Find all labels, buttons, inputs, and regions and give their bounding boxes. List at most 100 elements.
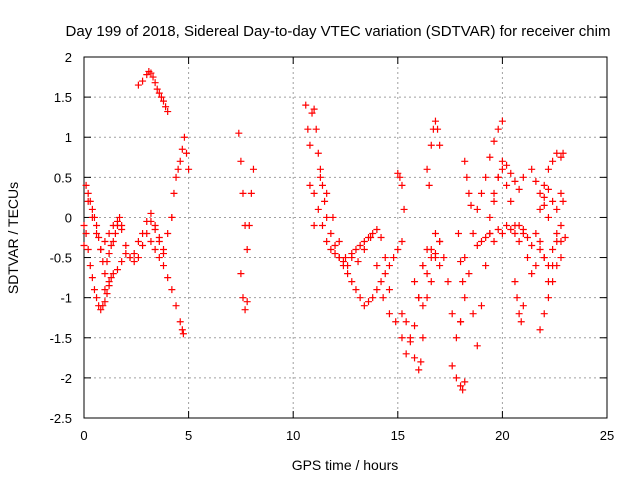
data-point: [249, 165, 257, 173]
data-point: [503, 161, 511, 169]
data-point: [511, 278, 519, 286]
data-point: [122, 242, 130, 250]
chart-title: Day 199 of 2018, Sidereal Day-to-day VTE…: [66, 23, 611, 40]
data-point: [528, 270, 536, 278]
data-point: [454, 229, 462, 237]
data-point: [312, 125, 320, 133]
data-point: [168, 213, 176, 221]
data-point: [155, 254, 163, 262]
series-arc-24: [486, 157, 527, 221]
data-point: [557, 221, 565, 229]
y-tick-labels: 2 1.5 1 0.5 0 -0.5 -1 -1.5 -2 -2.5: [50, 50, 72, 426]
y-tick-label: -1.5: [50, 331, 72, 346]
data-point: [394, 246, 402, 254]
data-point: [536, 246, 544, 254]
data-point: [503, 181, 511, 189]
data-point: [93, 229, 101, 237]
data-point: [157, 93, 165, 101]
data-point: [423, 270, 431, 278]
data-point: [111, 229, 119, 237]
data-point: [557, 153, 565, 161]
data-point: [151, 246, 159, 254]
data-point: [431, 229, 439, 237]
data-point: [494, 173, 502, 181]
data-point: [159, 97, 167, 105]
data-point: [381, 254, 389, 262]
series-arc-19: [454, 229, 469, 286]
data-point: [417, 358, 425, 366]
data-point: [105, 278, 113, 286]
data-point: [134, 238, 142, 246]
series-arc-12: [310, 173, 444, 358]
data-point: [170, 189, 178, 197]
data-point: [507, 225, 515, 233]
data-point: [385, 262, 393, 270]
series-arc-25: [511, 278, 527, 326]
data-point: [415, 294, 423, 302]
data-point: [164, 274, 172, 282]
data-point: [498, 157, 506, 165]
data-point: [467, 201, 475, 209]
data-point: [515, 238, 523, 246]
data-point: [463, 173, 471, 181]
data-point: [327, 246, 335, 254]
data-point: [511, 229, 519, 237]
data-point: [172, 302, 180, 310]
data-point: [515, 310, 523, 318]
data-point: [459, 278, 467, 286]
data-point: [419, 302, 427, 310]
data-point: [183, 149, 191, 157]
data-point: [321, 197, 329, 205]
series-arc-4: [101, 217, 167, 294]
data-point: [354, 258, 362, 266]
data-point: [557, 254, 565, 262]
data-point: [168, 286, 176, 294]
data-point: [559, 197, 567, 205]
data-point: [452, 334, 460, 342]
data-point: [147, 69, 155, 77]
data-point: [448, 362, 456, 370]
data-point: [314, 149, 322, 157]
data-point: [105, 250, 113, 258]
data-point: [185, 165, 193, 173]
series-arc-11: [306, 181, 393, 294]
data-point: [377, 278, 385, 286]
data-point: [515, 185, 523, 193]
data-point: [331, 250, 339, 258]
data-point: [394, 169, 402, 177]
data-point: [126, 254, 134, 262]
data-point: [549, 278, 557, 286]
data-point: [465, 189, 473, 197]
x-tick-labels: 0 5 10 15 20 25: [80, 428, 614, 443]
y-tick-label: 1: [65, 130, 72, 145]
data-point: [461, 294, 469, 302]
data-point: [107, 274, 115, 282]
data-point: [139, 77, 147, 85]
data-point: [164, 229, 172, 237]
data-point: [427, 141, 435, 149]
data-point: [490, 137, 498, 145]
data-point: [544, 294, 552, 302]
data-point: [93, 294, 101, 302]
data-point: [103, 258, 111, 266]
data-point: [360, 246, 368, 254]
series-arc-23: [473, 117, 506, 213]
data-point: [310, 189, 318, 197]
data-point: [373, 286, 381, 294]
data-point: [540, 181, 548, 189]
data-point: [406, 334, 414, 342]
data-point: [540, 193, 548, 201]
data-point: [536, 326, 544, 334]
data-point: [82, 181, 90, 189]
data-point: [323, 189, 331, 197]
series-arc-17: [419, 229, 465, 342]
data-point: [398, 310, 406, 318]
data-point: [482, 262, 490, 270]
data-point: [360, 302, 368, 310]
data-point: [93, 221, 101, 229]
series-arc-6: [147, 238, 187, 338]
data-point: [356, 294, 364, 302]
data-point: [477, 189, 485, 197]
data-point: [237, 270, 245, 278]
data-point: [494, 125, 502, 133]
